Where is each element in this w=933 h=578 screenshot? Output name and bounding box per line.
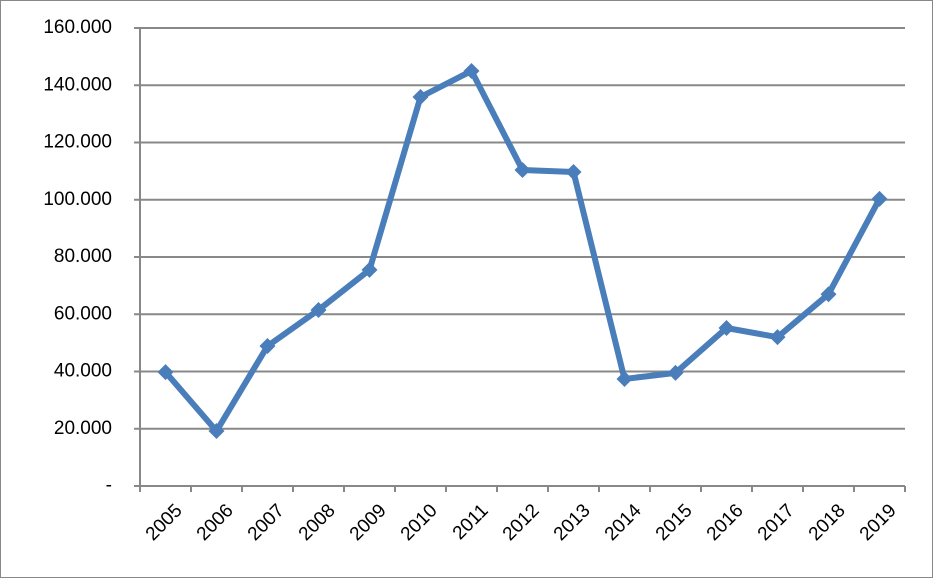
y-tick-label: 160.000: [43, 17, 112, 38]
marker: [208, 423, 225, 440]
marker: [463, 62, 480, 79]
y-tick-label: 60.000: [54, 303, 112, 324]
marker: [412, 88, 429, 105]
marker: [157, 364, 174, 381]
marker: [667, 364, 684, 381]
marker: [565, 163, 582, 180]
marker: [310, 301, 327, 318]
y-tick-label: 140.000: [43, 74, 112, 95]
marker: [718, 319, 735, 336]
marker: [871, 190, 888, 207]
y-tick-label: 20.000: [54, 418, 112, 439]
marker: [514, 161, 531, 178]
y-tick-label: 100.000: [43, 189, 112, 210]
marker: [259, 338, 276, 355]
y-tick-label: 40.000: [54, 361, 112, 382]
marker: [769, 329, 786, 346]
y-tick-label: -: [106, 475, 112, 496]
marker: [820, 286, 837, 303]
marker: [361, 261, 378, 278]
marker: [616, 370, 633, 387]
y-tick-label: 80.000: [54, 246, 112, 267]
y-tick-label: 120.000: [43, 132, 112, 153]
